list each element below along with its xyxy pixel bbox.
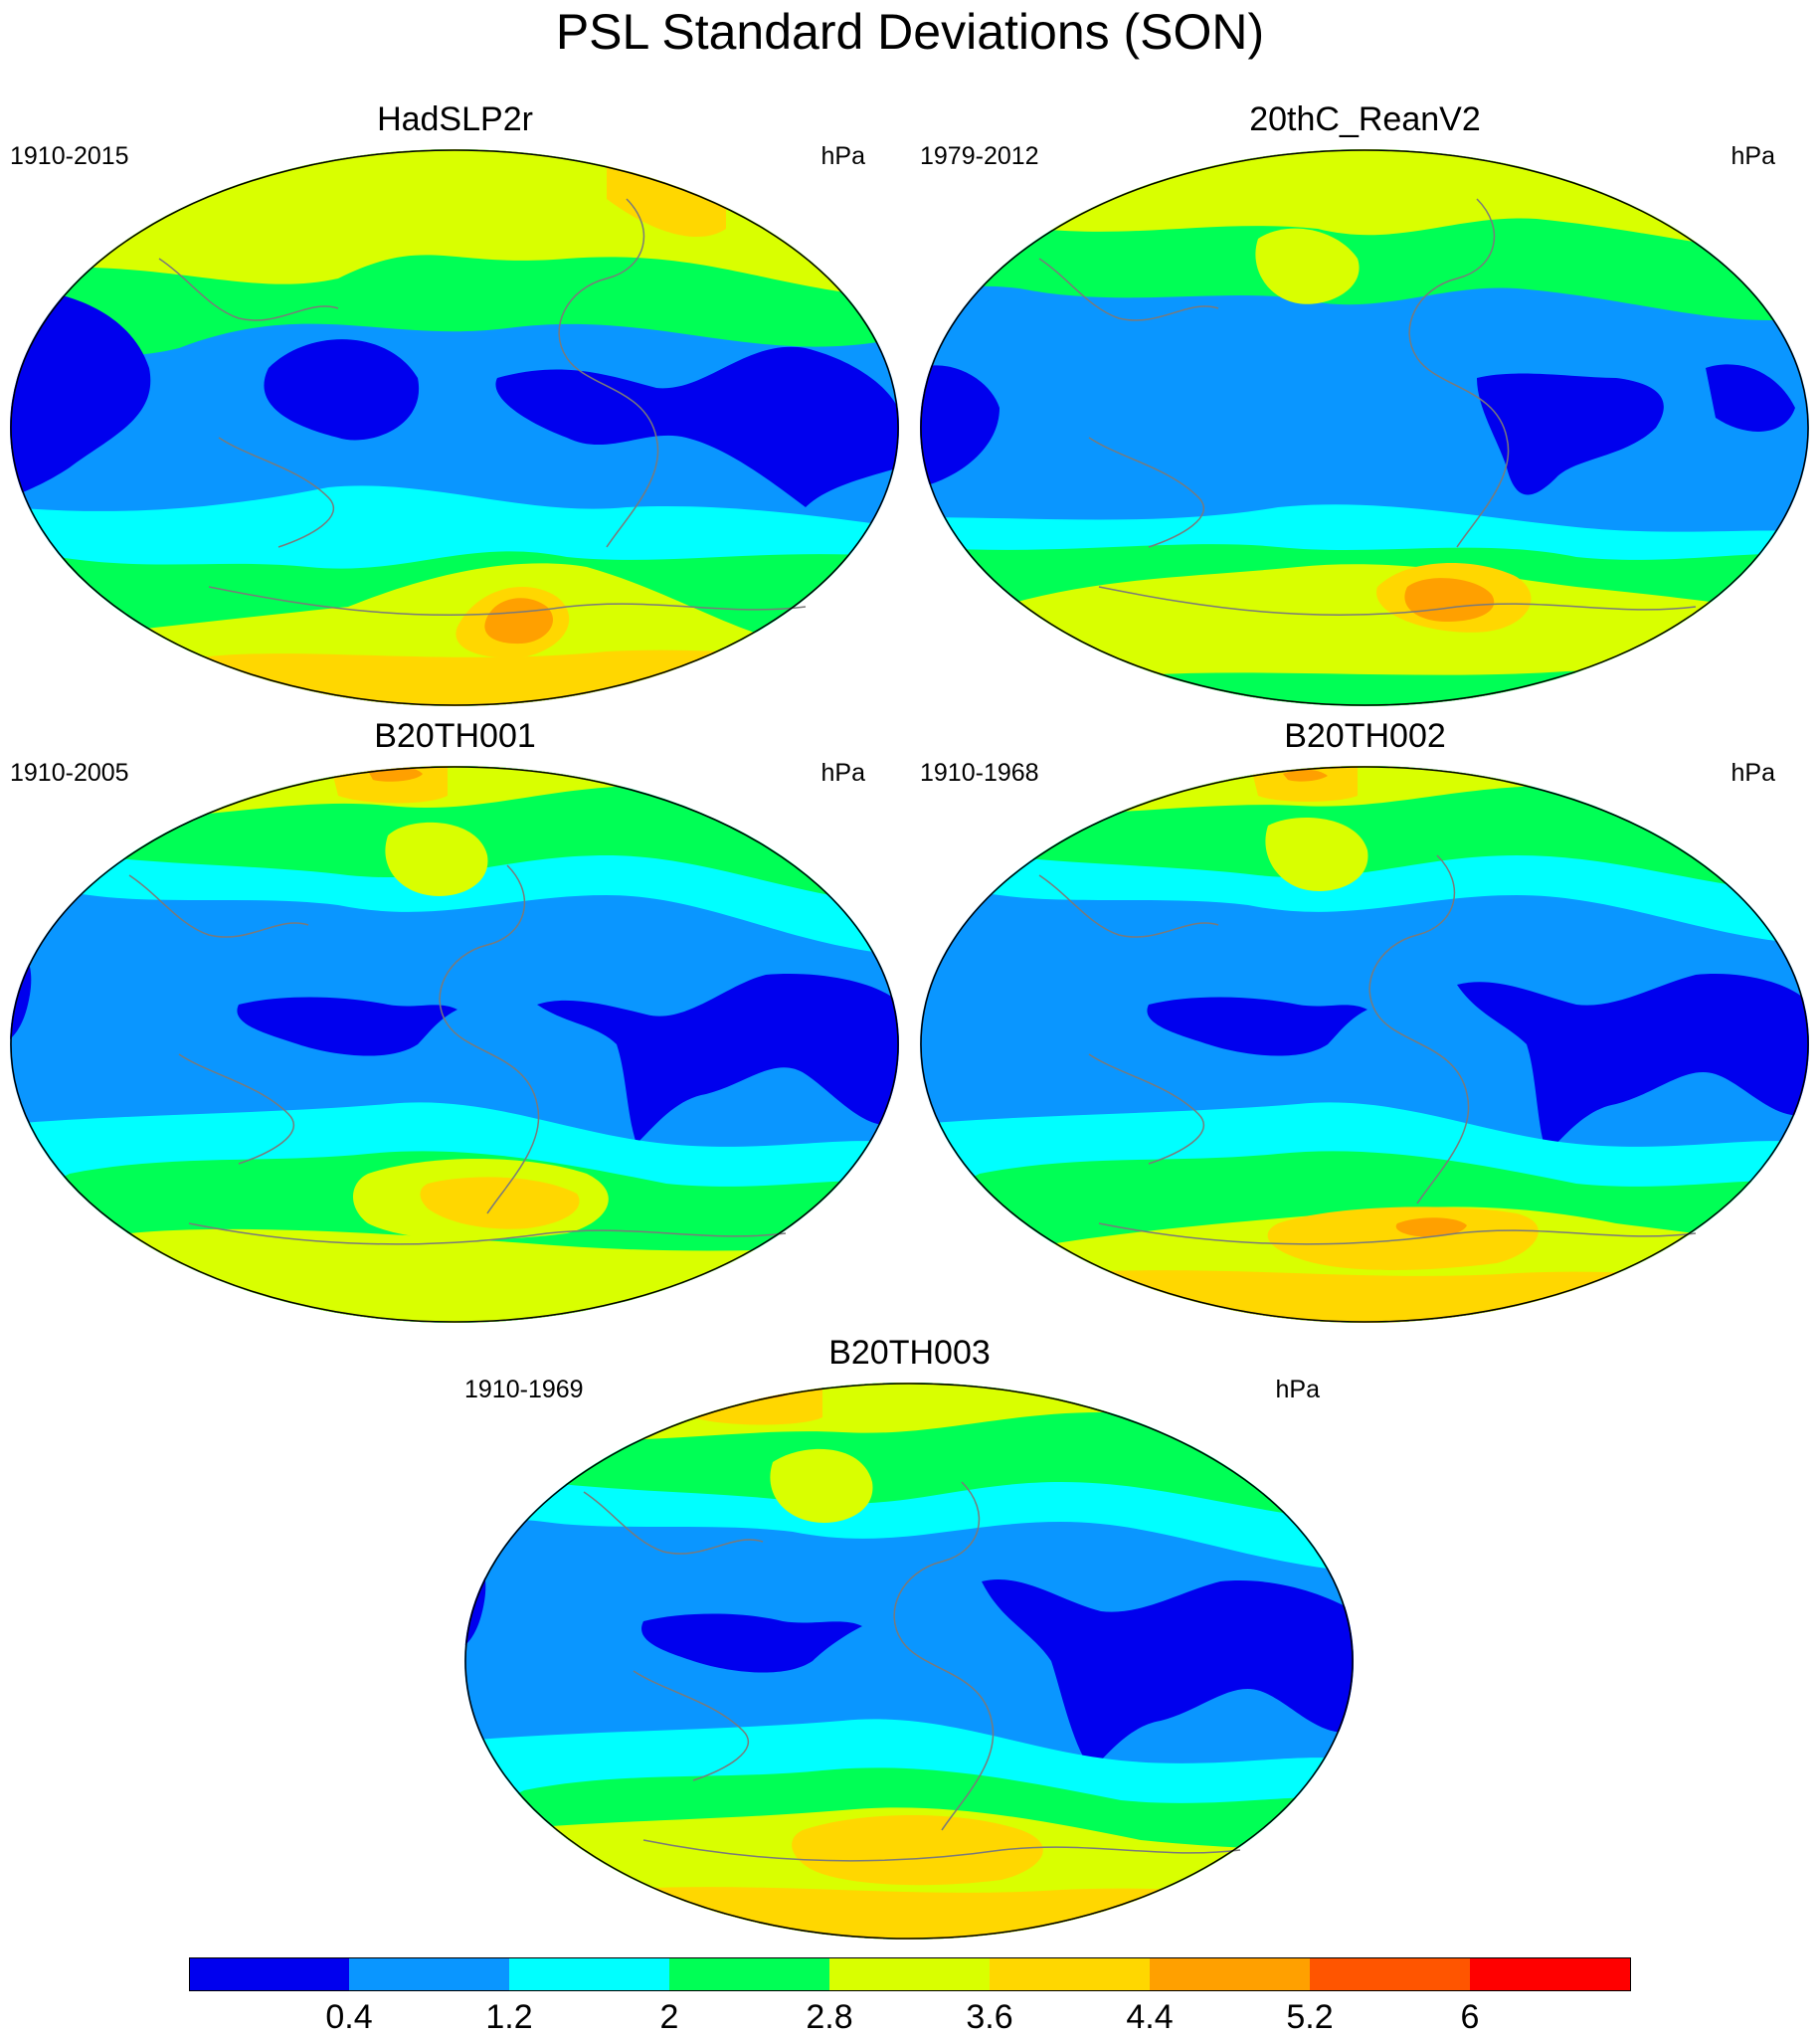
period-label: 1910-2005 (10, 759, 129, 787)
colorbar-tick-label: 1.2 (485, 1998, 533, 2036)
contour-map (920, 766, 1809, 1323)
unit-label: hPa (1275, 1376, 1320, 1403)
panel-title: B20TH003 (828, 1334, 991, 1372)
colorbar-swatch (669, 1957, 829, 1991)
colorbar-labels: 0.4 1.2 2 2.8 3.6 4.4 5.2 6 (189, 1997, 1631, 2037)
unit-label: hPa (1730, 142, 1775, 170)
colorbar-swatch (1470, 1957, 1631, 1991)
map-panel-b20th001: B20TH001 1910-2005 hPa (0, 716, 910, 1333)
contour-map (920, 149, 1809, 706)
panel-title: B20TH001 (374, 717, 536, 755)
contour-map (10, 766, 899, 1323)
map-panel-b20th002: B20TH002 1910-1968 hPa (910, 716, 1820, 1333)
map-panel-b20th003: B20TH003 1910-1969 hPa (455, 1333, 1365, 1949)
unit-label: hPa (820, 759, 865, 787)
colorbar-swatch (1150, 1957, 1310, 1991)
unit-label: hPa (1730, 759, 1775, 787)
panel-title: HadSLP2r (377, 100, 533, 138)
colorbar (189, 1957, 1631, 1991)
colorbar-tick-label: 3.6 (966, 1998, 1013, 2036)
period-label: 1910-1969 (464, 1376, 584, 1403)
contour-map (464, 1383, 1354, 1940)
colorbar-tick-label: 2.8 (806, 1998, 853, 2036)
panel-title: 20thC_ReanV2 (1249, 100, 1481, 138)
colorbar-frame (189, 1957, 1631, 1991)
colorbar-tick-label: 2 (659, 1998, 679, 2036)
period-label: 1979-2012 (920, 142, 1039, 170)
colorbar-swatch (189, 1957, 349, 1991)
period-label: 1910-1968 (920, 759, 1039, 787)
colorbar-tick-label: 0.4 (325, 1998, 373, 2036)
map-panel-20thc-reanv2: 20thC_ReanV2 1979-2012 hPa (910, 99, 1820, 716)
colorbar-tick-label: 5.2 (1286, 1998, 1334, 2036)
colorbar-swatch (349, 1957, 509, 1991)
colorbar-swatch (990, 1957, 1150, 1991)
contour-map (10, 149, 899, 706)
colorbar-tick-label: 4.4 (1126, 1998, 1174, 2036)
figure-title: PSL Standard Deviations (SON) (555, 4, 1265, 60)
unit-label: hPa (820, 142, 865, 170)
colorbar-swatch (1310, 1957, 1470, 1991)
colorbar-tick-label: 6 (1460, 1998, 1480, 2036)
colorbar-swatch (509, 1957, 669, 1991)
map-panel-hadslp2r: HadSLP2r 1910-2015 hPa (0, 99, 910, 716)
colorbar-swatch (829, 1957, 990, 1991)
panel-title: B20TH002 (1284, 717, 1446, 755)
period-label: 1910-2015 (10, 142, 129, 170)
